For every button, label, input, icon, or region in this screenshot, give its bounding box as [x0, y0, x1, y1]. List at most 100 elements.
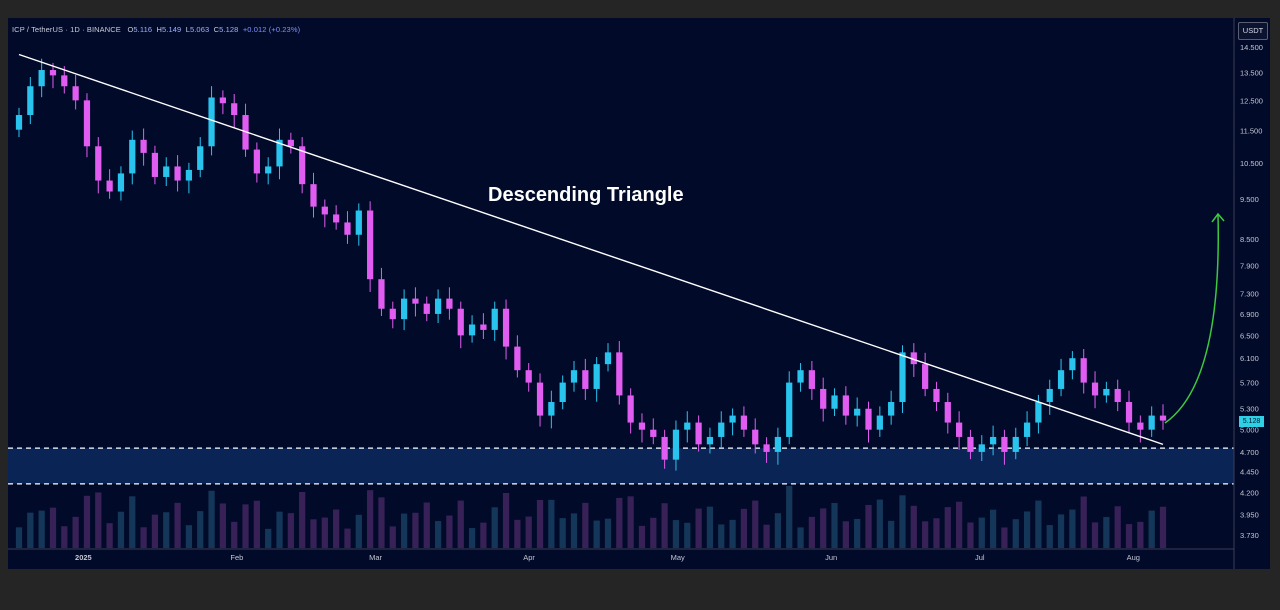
time-tick-label: Mar — [369, 553, 382, 562]
volume-bar — [1046, 525, 1053, 548]
candle — [310, 184, 317, 207]
open-value: 5.116 — [133, 25, 153, 34]
volume-bar — [1114, 506, 1121, 548]
volume-bar — [468, 528, 476, 548]
volume-bar — [15, 527, 23, 548]
candle — [208, 97, 215, 147]
candle — [27, 86, 34, 116]
candle — [582, 370, 589, 389]
volume-bar — [752, 500, 759, 548]
volume-bar — [72, 516, 79, 548]
time-tick-label: May — [671, 553, 685, 562]
candle — [95, 146, 102, 181]
volume-bar — [400, 513, 408, 548]
candle — [61, 75, 68, 87]
time-tick-label: Feb — [230, 553, 243, 562]
candle — [197, 146, 204, 170]
candle — [1069, 358, 1076, 371]
symbol-legend: ICP / TetherUS · 1D · BINANCE O5.116 H5.… — [12, 25, 300, 34]
candle — [1046, 388, 1053, 403]
candle — [1091, 382, 1099, 396]
volume-bar — [1125, 524, 1133, 548]
candle — [231, 103, 238, 116]
time-tick-label: 2025 — [75, 553, 92, 562]
low-label: L — [185, 25, 190, 34]
volume-bar — [174, 502, 181, 548]
candle — [638, 422, 646, 430]
volume-bar — [706, 506, 714, 548]
price-tick-label: 5.300 — [1240, 405, 1259, 414]
candle — [876, 415, 883, 430]
candle — [967, 436, 974, 452]
candle — [627, 395, 634, 423]
price-tick-label: 3.730 — [1240, 531, 1259, 540]
candle — [786, 382, 793, 437]
volume-bar — [944, 507, 951, 548]
volume-bar — [480, 522, 487, 548]
volume-bar — [106, 523, 113, 548]
volume-bar — [956, 501, 963, 548]
volume-bar — [367, 490, 374, 548]
price-chart[interactable]: 14.500 13.500 12.500 11.500 10.500 9.500 8.500… — [8, 18, 1270, 569]
volume-bar — [672, 520, 680, 548]
price-tick-label: 8.500 — [1240, 235, 1259, 244]
candle — [933, 388, 940, 403]
price-tick-label: 11.500 — [1240, 126, 1262, 135]
volume-bar — [831, 502, 838, 548]
currency-button[interactable]: USDT — [1238, 22, 1268, 40]
volume-bar — [423, 502, 430, 548]
volume-bar — [661, 503, 668, 548]
candle — [944, 402, 951, 423]
candle — [1012, 436, 1019, 452]
volume-bar — [536, 499, 544, 548]
close-value: 5.128 — [219, 25, 239, 34]
time-tick-label: Jun — [825, 553, 837, 562]
volume-bar — [593, 520, 600, 548]
volume-bar — [457, 500, 464, 548]
descending-trendline[interactable] — [18, 53, 1164, 446]
candle — [740, 415, 748, 430]
volume-bar — [151, 514, 159, 548]
volume-bar — [299, 492, 306, 548]
candle — [559, 382, 566, 403]
candle — [83, 100, 91, 147]
candle — [434, 298, 442, 314]
volume-bar — [1137, 521, 1144, 548]
high-label: H — [156, 25, 163, 34]
candle — [820, 388, 827, 409]
candle — [140, 139, 147, 153]
volume-bar — [83, 495, 91, 548]
volume-bar — [163, 512, 170, 548]
volume-bar — [1148, 510, 1155, 548]
candle — [536, 382, 544, 416]
candle — [616, 352, 623, 396]
candle — [367, 210, 374, 280]
volume-bar — [820, 508, 827, 548]
volume-bar — [1023, 511, 1031, 548]
volume-bar — [1091, 522, 1099, 548]
candle — [684, 422, 691, 430]
volume-bar — [253, 500, 260, 548]
price-tick-label: 10.500 — [1240, 159, 1263, 168]
time-tick-label: Jul — [975, 553, 985, 562]
candle — [480, 324, 487, 330]
price-tick-label: 5.700 — [1240, 379, 1259, 388]
price-tick-label: 7.900 — [1240, 261, 1259, 270]
candle — [718, 422, 725, 437]
volume-bar — [842, 521, 849, 548]
price-tick-label: 6.500 — [1240, 331, 1259, 340]
volume-bar — [548, 499, 555, 548]
candle — [344, 222, 351, 235]
volume-bar — [899, 495, 906, 548]
volume-bar — [219, 503, 226, 548]
candle — [888, 402, 895, 416]
volume-bar — [740, 508, 748, 548]
volume-bar — [1001, 527, 1008, 548]
candle — [151, 152, 159, 177]
volume-bar — [786, 485, 793, 548]
volume-bar — [321, 517, 328, 548]
volume-bar — [865, 504, 872, 548]
arrow-head-icon — [1211, 212, 1225, 223]
candle — [1080, 358, 1087, 383]
candle — [457, 308, 464, 336]
